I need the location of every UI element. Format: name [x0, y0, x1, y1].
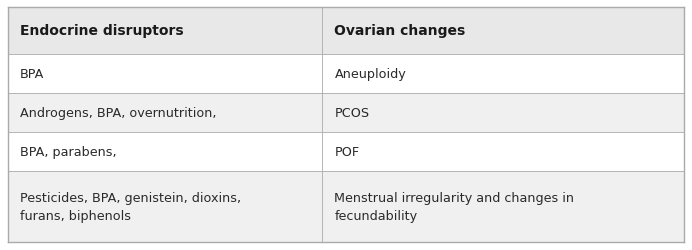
- Text: Menstrual irregularity and changes in
fecundability: Menstrual irregularity and changes in fe…: [334, 192, 574, 222]
- Text: BPA, parabens,: BPA, parabens,: [20, 145, 117, 158]
- Bar: [8, 132, 684, 171]
- Text: BPA: BPA: [20, 67, 44, 80]
- Text: Androgens, BPA, overnutrition,: Androgens, BPA, overnutrition,: [20, 106, 217, 119]
- Text: Ovarian changes: Ovarian changes: [334, 24, 466, 38]
- Text: PCOS: PCOS: [334, 106, 370, 119]
- Bar: [8, 93, 684, 132]
- Bar: [8, 54, 684, 93]
- Text: Aneuploidy: Aneuploidy: [334, 67, 406, 80]
- Text: POF: POF: [334, 145, 360, 158]
- Bar: [8, 171, 684, 242]
- Text: Pesticides, BPA, genistein, dioxins,
furans, biphenols: Pesticides, BPA, genistein, dioxins, fur…: [20, 192, 242, 222]
- Bar: [8, 8, 684, 54]
- Text: Endocrine disruptors: Endocrine disruptors: [20, 24, 184, 38]
